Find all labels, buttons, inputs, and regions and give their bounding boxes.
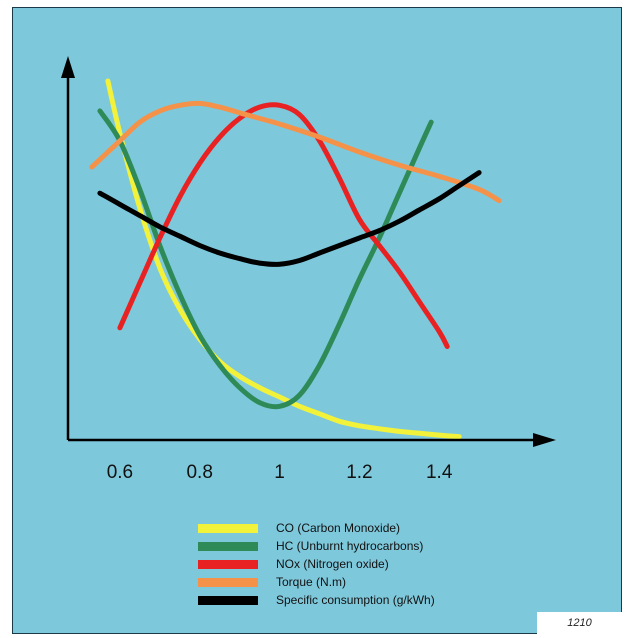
legend-swatch	[198, 577, 258, 587]
legend-label: Specific consumption (g/kWh)	[276, 593, 435, 607]
x-tick-label: 1	[274, 462, 285, 483]
legend-item-nox: NOx (Nitrogen oxide)	[198, 555, 435, 573]
series-line-co	[105, 78, 462, 440]
series-line-nox	[117, 102, 450, 349]
legend-swatch	[198, 523, 258, 533]
legend: CO (Carbon Monoxide) HC (Unburnt hydrocar…	[198, 519, 435, 609]
legend-item-specific-consumption: Specific consumption (g/kWh)	[198, 591, 435, 609]
x-tick-layer: 0.6 0.8 1 1.2 1.4	[107, 462, 453, 483]
x-tick-label: 1.4	[426, 462, 453, 483]
chart-panel: 0.6 0.8 1 1.2 1.4 CO (Carbon Monoxide) HC (Un…	[12, 7, 622, 634]
x-axis-arrow-icon	[533, 433, 556, 447]
series-line-specific-consumption	[97, 170, 482, 267]
legend-item-hc: HC (Unburnt hydrocarbons)	[198, 537, 435, 555]
line-chart: 0.6 0.8 1 1.2 1.4	[61, 56, 556, 483]
x-tick-label: 1.2	[346, 462, 372, 483]
series-layer	[89, 78, 502, 440]
legend-swatch	[198, 559, 258, 569]
legend-label: CO (Carbon Monoxide)	[276, 521, 401, 535]
x-tick-label: 0.8	[186, 462, 212, 483]
legend-item-torque: Torque (N.m)	[198, 573, 435, 591]
legend-swatch	[198, 541, 258, 551]
legend-item-co: CO (Carbon Monoxide)	[198, 519, 435, 537]
legend-label: HC (Unburnt hydrocarbons)	[276, 539, 424, 553]
x-tick-label: 0.6	[107, 462, 133, 483]
figure-number: 1210	[537, 612, 622, 634]
legend-swatch	[198, 595, 258, 605]
legend-label: Torque (N.m)	[276, 575, 347, 589]
y-axis-arrow-icon	[61, 56, 75, 78]
series-line-torque	[89, 100, 502, 204]
legend-label: NOx (Nitrogen oxide)	[276, 557, 389, 571]
